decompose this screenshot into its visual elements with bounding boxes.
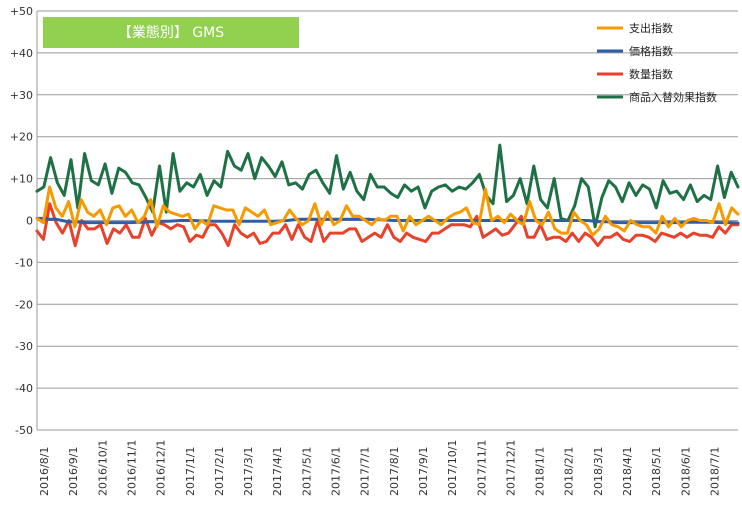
- y-tick-label: 0: [26, 215, 33, 228]
- legend-label: 数量指数: [629, 67, 673, 81]
- x-tick-label: 2017/3/1: [242, 447, 255, 496]
- series-line-2: [35, 202, 740, 248]
- x-tick-label: 2016/10/1: [96, 440, 109, 496]
- x-tick-label: 2016/8/1: [38, 447, 51, 496]
- series-line-0: [35, 185, 740, 237]
- y-tick-label: -20: [15, 298, 33, 311]
- y-axis-ticks: +50 +40 +30 +20 +10 0 -10 -20 -30 -40 -50: [10, 5, 33, 437]
- series-lines: [35, 143, 740, 248]
- y-tick-label: -40: [15, 382, 33, 395]
- legend-label: 価格指数: [629, 44, 673, 58]
- legend-label: 支出指数: [629, 21, 673, 35]
- chart-title: 【業態別】 GMS: [118, 25, 224, 41]
- x-tick-label: 2018/6/1: [679, 447, 692, 496]
- x-tick-label: 2017/10/1: [446, 440, 459, 496]
- x-tick-label: 2018/7/1: [708, 447, 721, 496]
- x-axis-ticks: 2016/8/1 2016/9/1 2016/10/1 2016/11/1 2016/1…: [38, 440, 721, 496]
- x-tick-label: 2016/12/1: [155, 440, 168, 496]
- x-tick-label: 2017/4/1: [271, 447, 284, 496]
- y-tick-label: -50: [15, 424, 33, 437]
- series-line-3: [35, 143, 740, 229]
- x-tick-label: 2017/11/1: [475, 440, 488, 496]
- x-tick-label: 2017/12/1: [504, 440, 517, 496]
- y-tick-label: +50: [10, 5, 33, 18]
- x-tick-label: 2017/2/1: [213, 447, 226, 496]
- x-tick-label: 2016/9/1: [67, 447, 80, 496]
- chart-title-box: 【業態別】 GMS: [43, 17, 299, 48]
- x-tick-label: 2017/5/1: [300, 447, 313, 496]
- title-background: [43, 17, 299, 48]
- y-tick-label: +40: [10, 47, 33, 60]
- y-tick-label: -10: [15, 256, 33, 269]
- x-tick-label: 2017/1/1: [184, 447, 197, 496]
- y-tick-label: +10: [10, 173, 33, 186]
- x-tick-label: 2018/3/1: [592, 447, 605, 496]
- x-tick-label: 2017/9/1: [417, 447, 430, 496]
- y-tick-label: +30: [10, 89, 33, 102]
- y-tick-label: -30: [15, 340, 33, 353]
- x-tick-label: 2017/7/1: [359, 447, 372, 496]
- x-tick-label: 2017/6/1: [330, 447, 343, 496]
- y-tick-label: +20: [10, 131, 33, 144]
- x-tick-label: 2018/4/1: [621, 447, 634, 496]
- legend-label: 商品入替効果指数: [629, 90, 717, 104]
- x-tick-label: 2018/2/1: [563, 447, 576, 496]
- x-tick-label: 2016/11/1: [125, 440, 138, 496]
- x-tick-label: 2018/5/1: [650, 447, 663, 496]
- x-tick-label: 2018/1/1: [534, 447, 547, 496]
- x-tick-label: 2017/8/1: [388, 447, 401, 496]
